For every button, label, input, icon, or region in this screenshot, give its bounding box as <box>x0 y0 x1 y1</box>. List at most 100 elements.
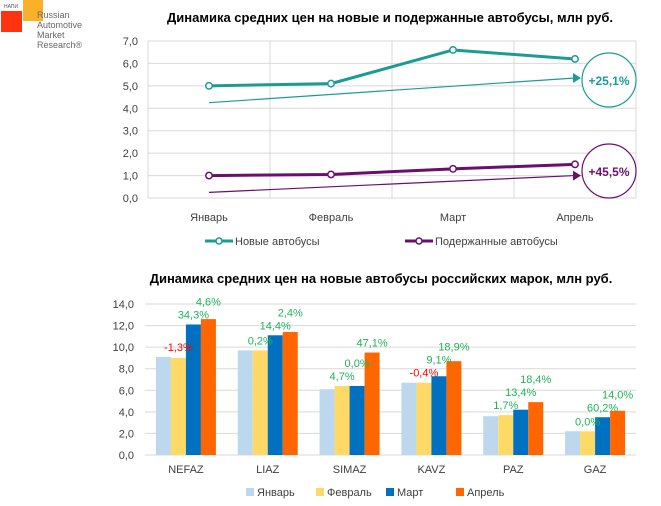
bar <box>282 332 298 455</box>
bar <box>155 356 171 455</box>
data-label: 1,7% <box>493 400 518 412</box>
data-point <box>327 170 335 179</box>
legend-label: Январь <box>257 487 295 499</box>
logo-line: Russian <box>37 10 70 20</box>
logo-line: Market <box>37 30 65 40</box>
legend-swatch <box>386 488 394 496</box>
legend-marker <box>415 237 423 245</box>
bar <box>431 376 447 455</box>
y-tick-label: 2,0 <box>123 148 138 160</box>
bar <box>334 385 350 455</box>
bar <box>446 361 462 455</box>
bar <box>513 409 529 455</box>
trend-line <box>208 174 576 193</box>
legend-marker <box>215 237 223 245</box>
data-label: 0,0% <box>345 358 370 370</box>
bar <box>565 431 581 455</box>
bar <box>237 350 253 455</box>
growth-label: +25,1% <box>588 74 629 88</box>
y-tick-label: 0,0 <box>123 193 138 205</box>
y-tick-label: 2,0 <box>119 428 134 440</box>
data-label: 34,3% <box>178 309 209 321</box>
bar <box>364 352 380 455</box>
bar <box>200 319 216 455</box>
bar <box>170 357 186 455</box>
x-tick-label: GAZ <box>584 464 607 476</box>
x-tick-label: SIMAZ <box>333 464 367 476</box>
data-label: 18,9% <box>438 342 469 354</box>
legend-label: Подержанные автобусы <box>435 236 558 248</box>
data-point <box>205 171 213 180</box>
chart-title: Динамика средних цен на новые и подержан… <box>167 10 613 25</box>
legend-swatch <box>246 488 254 496</box>
legend-swatch <box>316 488 324 496</box>
y-tick-label: 0,0 <box>119 450 134 462</box>
growth-label: +45,5% <box>588 165 629 179</box>
x-tick-label: Январь <box>190 212 228 224</box>
bar <box>319 389 335 455</box>
data-label: 0,2% <box>248 335 273 347</box>
data-label: 14,0% <box>602 389 633 401</box>
series-line <box>208 162 576 178</box>
logo-orange-square <box>23 0 43 21</box>
growth-circle <box>581 143 637 199</box>
bar <box>580 431 596 455</box>
chart-title: Динамика средних цен на новые автобусы р… <box>150 271 613 286</box>
trend-line <box>208 77 576 104</box>
logo-line: Research® <box>37 40 83 50</box>
data-label: 4,6% <box>196 296 221 308</box>
y-tick-label: 5,0 <box>123 81 138 93</box>
data-label: 60,2% <box>587 402 618 414</box>
data-label: 2,4% <box>278 307 303 319</box>
y-tick-label: 4,0 <box>123 103 138 115</box>
data-label: -1,3% <box>164 342 193 354</box>
bar <box>498 415 514 455</box>
y-tick-label: 14,0 <box>113 299 134 311</box>
bar <box>528 402 544 455</box>
logo-line: Automotive <box>37 20 83 30</box>
data-point <box>205 81 213 90</box>
data-point <box>571 160 579 169</box>
data-label: 0,0% <box>575 416 600 428</box>
logo-red-square <box>1 11 22 32</box>
bar <box>595 417 611 455</box>
y-tick-label: 1,0 <box>123 171 138 183</box>
x-tick-label: Февраль <box>309 212 354 224</box>
series-line <box>208 48 576 88</box>
bar <box>252 350 268 455</box>
x-tick-label: Март <box>440 212 466 224</box>
bar <box>349 385 365 455</box>
y-tick-label: 12,0 <box>113 321 134 333</box>
legend-label: Март <box>397 487 423 499</box>
legend-label: Февраль <box>327 487 372 499</box>
bar <box>401 382 417 455</box>
data-point <box>449 164 457 173</box>
y-tick-label: 6,0 <box>119 385 134 397</box>
data-label: 13,4% <box>505 387 536 399</box>
logo-small-text: НАПИ <box>4 4 19 10</box>
x-tick-label: PAZ <box>503 464 524 476</box>
x-tick-label: NEFAZ <box>168 464 204 476</box>
y-tick-label: 10,0 <box>113 342 134 354</box>
bar <box>185 324 201 455</box>
legend-label: Новые автобусы <box>235 236 320 248</box>
data-label: 4,7% <box>330 371 355 383</box>
bar <box>267 335 283 455</box>
x-tick-label: KAVZ <box>417 464 445 476</box>
data-label: 47,1% <box>356 338 387 350</box>
data-point <box>327 79 335 88</box>
x-tick-label: LIAZ <box>256 464 280 476</box>
data-label: 9,1% <box>426 355 451 367</box>
data-label: 18,4% <box>520 374 551 386</box>
y-tick-label: 3,0 <box>123 126 138 138</box>
y-tick-label: 4,0 <box>119 407 134 419</box>
trend-arrow <box>573 170 581 181</box>
y-tick-label: 6,0 <box>123 58 138 70</box>
bar <box>610 410 626 455</box>
legend-swatch <box>456 488 464 496</box>
data-label: -0,4% <box>410 368 439 380</box>
y-tick-label: 8,0 <box>119 364 134 376</box>
legend-label: Апрель <box>467 487 505 499</box>
